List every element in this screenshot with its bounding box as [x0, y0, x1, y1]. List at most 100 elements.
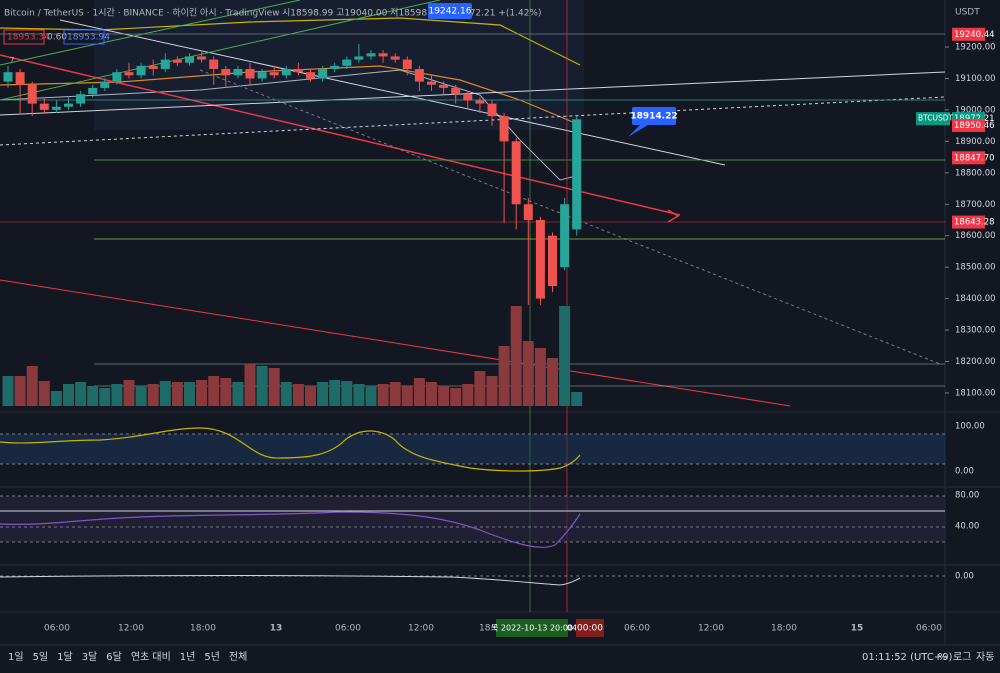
- range-button[interactable]: 1일: [8, 651, 24, 663]
- price-tag: [952, 151, 985, 165]
- volume-bar: [99, 388, 111, 406]
- candle-body: [112, 72, 122, 82]
- candle-body: [463, 94, 473, 101]
- volume-bar: [14, 376, 26, 406]
- range-button[interactable]: 3달: [82, 651, 98, 663]
- time-label: 12:00: [698, 624, 724, 634]
- volume-bar: [353, 384, 365, 406]
- volume-bar: [280, 382, 292, 406]
- volume-bar: [329, 380, 341, 406]
- candle-body: [354, 56, 364, 60]
- spread: 0.60: [47, 33, 67, 43]
- time-label: 06:00: [624, 624, 650, 634]
- candle-body: [475, 100, 485, 104]
- price-tag-text: 18950.46: [954, 121, 995, 131]
- osc-label: 40.00: [955, 522, 979, 532]
- price-label: 19000.00: [955, 105, 996, 115]
- mark-callout-text: 18914.22: [630, 112, 677, 122]
- volume-bar: [63, 384, 74, 406]
- candle-body: [499, 116, 509, 142]
- candle-body: [378, 53, 388, 57]
- candle-body: [439, 84, 449, 88]
- volume-bar: [159, 381, 171, 406]
- candle-body: [27, 84, 37, 104]
- range-button[interactable]: 5년: [204, 651, 220, 663]
- range-button[interactable]: 1년: [180, 651, 196, 663]
- price-tag: [952, 118, 985, 132]
- candle-body: [572, 119, 582, 230]
- range-button[interactable]: 1달: [57, 651, 73, 663]
- osc-label: 0.00: [955, 572, 974, 582]
- candle-body: [233, 69, 243, 76]
- volume-bar: [147, 384, 159, 406]
- price-label: 19200.00: [955, 43, 996, 53]
- volume-bar: [26, 366, 38, 406]
- candle-body: [51, 106, 61, 110]
- candle-body: [172, 59, 182, 63]
- volume-bar: [244, 364, 256, 406]
- buy-box[interactable]: [63, 29, 105, 45]
- volume-bar: [413, 378, 425, 406]
- percent-toggle[interactable]: %: [938, 652, 948, 663]
- time-label: 13: [270, 624, 283, 634]
- candle-body: [3, 72, 13, 82]
- volume-bar: [123, 380, 135, 406]
- volume-bar: [510, 306, 522, 406]
- price-label: 18400.00: [955, 294, 996, 304]
- price-label: 18300.00: [955, 326, 996, 336]
- mark-callout: [632, 107, 676, 125]
- volume-bar: [559, 306, 571, 406]
- currency[interactable]: USDT: [955, 8, 980, 18]
- price-tag: [952, 27, 985, 41]
- volume-bar: [389, 382, 401, 406]
- buy-price: 18953.94: [67, 33, 110, 43]
- range-button[interactable]: 연초 대비: [131, 651, 171, 663]
- volume-bar: [256, 366, 268, 406]
- time-label: 06:00: [335, 624, 361, 634]
- volume-bar: [450, 388, 462, 406]
- auto-toggle[interactable]: 자동: [976, 651, 994, 663]
- price-label: 18500.00: [955, 263, 996, 273]
- candle-body: [318, 69, 328, 79]
- volume-bar: [486, 376, 498, 406]
- candle-body: [306, 72, 315, 79]
- range-button[interactable]: 6달: [106, 651, 122, 663]
- time-label: 06:00: [44, 624, 70, 634]
- cursor-time: 목 2022-10-13 20:00: [491, 624, 573, 633]
- time-label: 12:00: [408, 624, 434, 634]
- price-label: 18200.00: [955, 357, 996, 367]
- candle-body: [64, 103, 73, 107]
- price-tag: [952, 215, 985, 229]
- candle-body: [257, 72, 267, 79]
- indicator-count[interactable]: 7: [10, 56, 14, 64]
- volume-bar: [208, 376, 220, 406]
- range-button[interactable]: 5일: [33, 651, 49, 663]
- volume-bar: [292, 384, 304, 406]
- symbol-title: Bitcoin / TetherUS · 1시간 · BINANCE · 하이킨…: [4, 8, 280, 19]
- volume-bar: [232, 382, 244, 406]
- candle-body: [39, 103, 49, 110]
- candle-body: [281, 69, 291, 76]
- volume-bar: [365, 386, 377, 406]
- volume-bar: [317, 382, 329, 406]
- range-button[interactable]: 전체: [229, 651, 247, 663]
- candle-body: [427, 81, 436, 85]
- volume-bar: [196, 380, 208, 406]
- price-tag-text: 19240.44: [954, 30, 995, 40]
- volume-bar: [171, 382, 183, 406]
- price-label: 18100.00: [955, 388, 996, 398]
- log-toggle[interactable]: 로그: [953, 652, 971, 663]
- candle-body: [197, 56, 207, 60]
- sell-price: 18953.34: [7, 33, 50, 43]
- volume-bar: [111, 384, 123, 406]
- sell-box[interactable]: [3, 29, 45, 45]
- volume-bar: [462, 384, 474, 406]
- candle-body: [100, 81, 110, 88]
- volume-bar: [2, 376, 14, 406]
- candle-body: [487, 103, 497, 117]
- osc-label: 0.00: [955, 467, 974, 477]
- candle-body: [88, 87, 98, 95]
- price-tag-text: 18643.28: [954, 218, 995, 228]
- candle-body: [402, 59, 412, 70]
- symbol-tag: [916, 112, 950, 126]
